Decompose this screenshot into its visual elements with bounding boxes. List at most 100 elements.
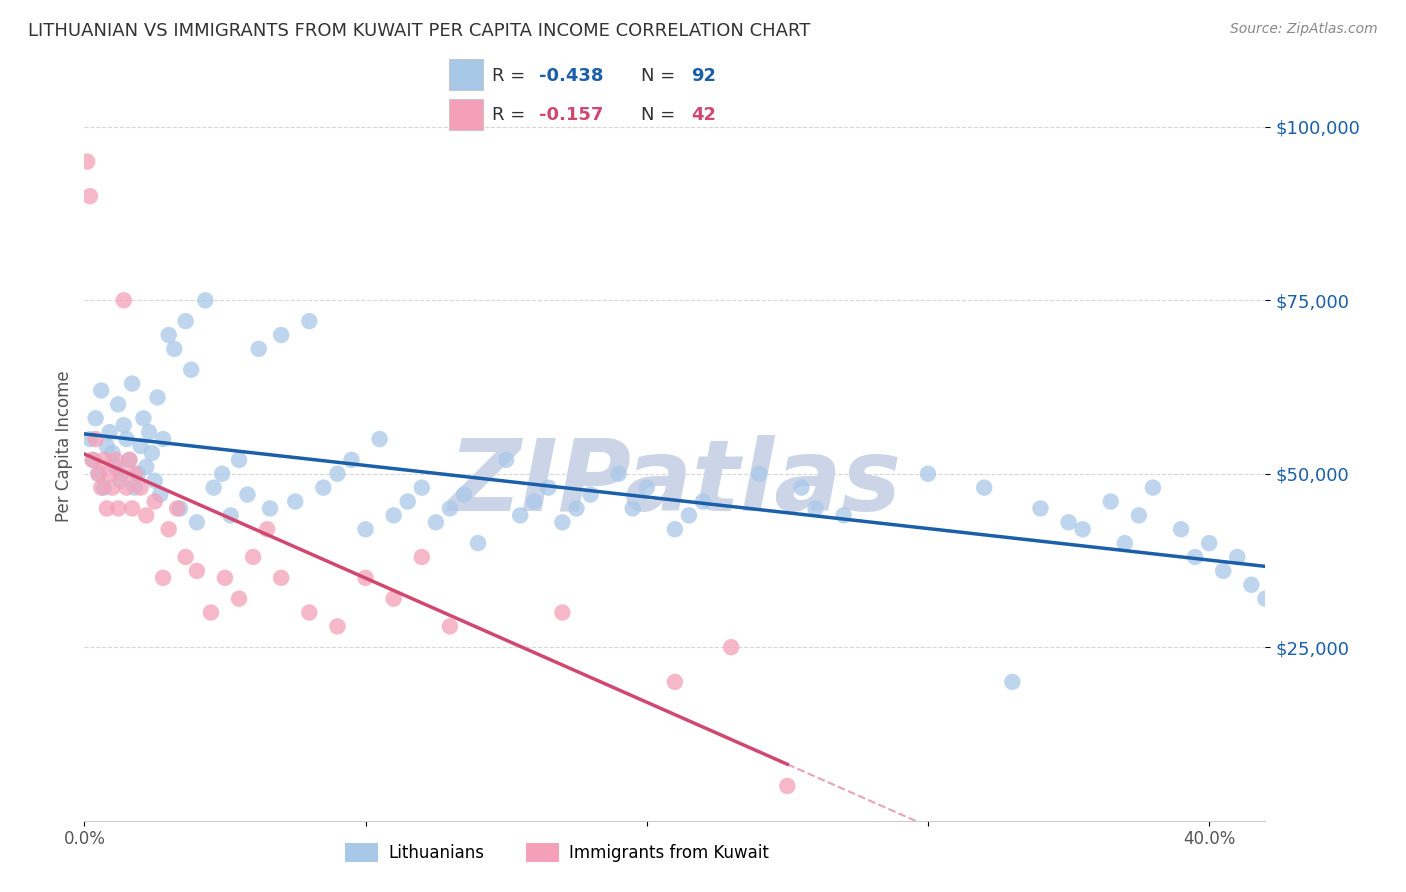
Point: [143, 474, 166, 488]
Point: [129, 481, 152, 495]
Point: [368, 432, 391, 446]
Point: [411, 549, 433, 564]
Point: [194, 293, 217, 308]
Point: [115, 481, 138, 495]
Point: [1282, 619, 1305, 633]
Point: [804, 501, 827, 516]
Point: [678, 508, 700, 523]
Point: [82, 453, 104, 467]
Point: [98, 425, 121, 439]
Point: [621, 501, 644, 516]
Point: [146, 391, 169, 405]
Point: [1254, 591, 1277, 606]
Point: [121, 376, 143, 391]
Point: [124, 481, 146, 495]
Point: [180, 362, 202, 376]
Point: [579, 487, 602, 501]
Text: 42: 42: [690, 106, 716, 124]
Point: [551, 606, 574, 620]
Point: [1198, 536, 1220, 550]
Point: [1099, 494, 1122, 508]
Point: [98, 467, 121, 481]
Point: [118, 453, 141, 467]
Point: [90, 384, 112, 398]
Bar: [450, 60, 482, 90]
Point: [298, 606, 321, 620]
Point: [93, 453, 115, 467]
Point: [298, 314, 321, 328]
Point: [118, 453, 141, 467]
Point: [247, 342, 270, 356]
Point: [90, 481, 112, 495]
Point: [664, 522, 686, 536]
Point: [107, 397, 129, 411]
Text: 92: 92: [690, 67, 716, 85]
Point: [326, 467, 349, 481]
Legend: Lithuanians, Immigrants from Kuwait: Lithuanians, Immigrants from Kuwait: [337, 836, 776, 869]
Point: [93, 481, 115, 495]
Point: [1029, 501, 1052, 516]
Point: [143, 494, 166, 508]
Point: [200, 606, 222, 620]
Point: [110, 467, 132, 481]
Point: [425, 516, 447, 530]
Point: [211, 467, 233, 481]
Point: [973, 481, 995, 495]
Text: -0.157: -0.157: [538, 106, 603, 124]
Point: [1212, 564, 1234, 578]
Point: [523, 494, 546, 508]
Point: [1226, 549, 1249, 564]
Point: [87, 467, 110, 481]
Text: LITHUANIAN VS IMMIGRANTS FROM KUWAIT PER CAPITA INCOME CORRELATION CHART: LITHUANIAN VS IMMIGRANTS FROM KUWAIT PER…: [28, 22, 810, 40]
Point: [382, 591, 405, 606]
Text: R =: R =: [492, 106, 531, 124]
Point: [112, 293, 135, 308]
Point: [149, 487, 172, 501]
Point: [236, 487, 259, 501]
Point: [636, 481, 658, 495]
Point: [720, 640, 742, 655]
Point: [219, 508, 242, 523]
Text: -0.438: -0.438: [538, 67, 603, 85]
Point: [169, 501, 191, 516]
Point: [104, 459, 127, 474]
Point: [439, 619, 461, 633]
Point: [270, 328, 292, 343]
Point: [776, 779, 799, 793]
Point: [354, 522, 377, 536]
Point: [138, 425, 160, 439]
Point: [917, 467, 939, 481]
Point: [259, 501, 281, 516]
Text: N =: N =: [641, 67, 681, 85]
Point: [157, 522, 180, 536]
Point: [124, 467, 146, 481]
Point: [174, 549, 197, 564]
Text: R =: R =: [492, 67, 531, 85]
Point: [121, 501, 143, 516]
Point: [129, 439, 152, 453]
Point: [832, 508, 855, 523]
Point: [537, 481, 560, 495]
Point: [382, 508, 405, 523]
Point: [495, 453, 517, 467]
Point: [186, 516, 208, 530]
Point: [82, 453, 104, 467]
Point: [1268, 606, 1291, 620]
Point: [107, 501, 129, 516]
Point: [509, 508, 531, 523]
Point: [692, 494, 714, 508]
Point: [202, 481, 225, 495]
Point: [87, 467, 110, 481]
Point: [135, 508, 157, 523]
Point: [411, 481, 433, 495]
Text: Source: ZipAtlas.com: Source: ZipAtlas.com: [1230, 22, 1378, 37]
Bar: [450, 99, 482, 130]
Point: [1170, 522, 1192, 536]
Point: [104, 453, 127, 467]
Point: [312, 481, 335, 495]
Point: [1001, 674, 1024, 689]
Point: [270, 571, 292, 585]
Point: [1142, 481, 1164, 495]
Point: [242, 549, 264, 564]
Point: [453, 487, 475, 501]
